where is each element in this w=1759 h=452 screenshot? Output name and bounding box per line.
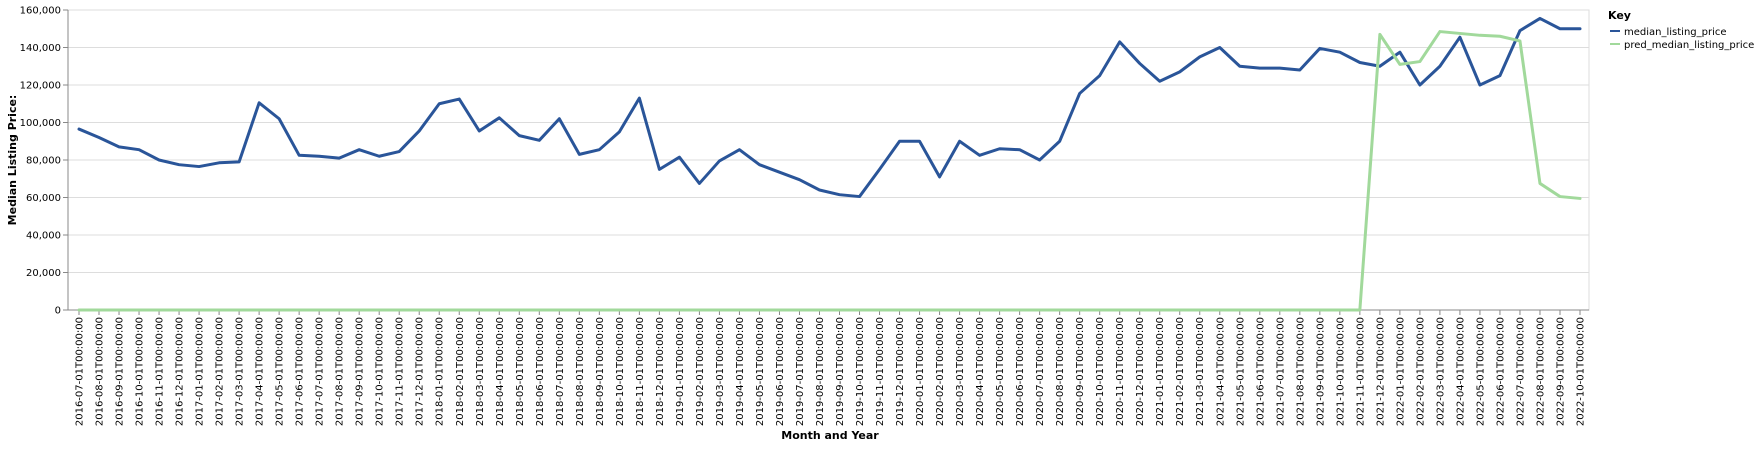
y-tick-label: 80,000	[26, 156, 61, 167]
x-tick-label: 2016-07-01T00:00:00	[75, 317, 86, 426]
legend-label: pred_median_listing_price	[1624, 40, 1754, 51]
x-tick-label: 2018-03-01T00:00:00	[475, 317, 486, 426]
y-axis-title: Median Listing Price:	[6, 95, 19, 226]
x-tick-label: 2019-07-01T00:00:00	[795, 317, 806, 426]
x-axis-title: Month and Year	[781, 429, 879, 442]
x-tick-label: 2017-03-01T00:00:00	[235, 317, 246, 426]
y-tick-label: 100,000	[20, 118, 61, 129]
x-tick-label: 2019-09-01T00:00:00	[835, 317, 846, 426]
x-tick-label: 2019-10-01T00:00:00	[855, 317, 866, 426]
x-tick-label: 2017-11-01T00:00:00	[395, 317, 406, 426]
legend-items: median_listing_price pred_median_listing_…	[1610, 27, 1754, 51]
series-lines	[77, 16, 1582, 312]
series-line-median-listing-price	[77, 16, 1582, 199]
x-tick-label: 2021-09-01T00:00:00	[1315, 317, 1326, 426]
x-tick-label: 2022-07-01T00:00:00	[1515, 317, 1526, 426]
y-tick-label: 60,000	[26, 193, 61, 204]
y-tick-label: 140,000	[20, 43, 61, 54]
x-tick-label: 2022-06-01T00:00:00	[1495, 317, 1506, 426]
x-tick-label: 2020-03-01T00:00:00	[955, 317, 966, 426]
x-tick-label: 2020-09-01T00:00:00	[1075, 317, 1086, 426]
x-tick-label: 2017-10-01T00:00:00	[375, 317, 386, 426]
x-tick-label: 2020-01-01T00:00:00	[915, 317, 926, 426]
x-tick-label: 2021-02-01T00:00:00	[1175, 317, 1186, 426]
x-tick-label: 2017-12-01T00:00:00	[415, 317, 426, 426]
x-tick-label: 2020-08-01T00:00:00	[1055, 317, 1066, 426]
x-tick-label: 2021-06-01T00:00:00	[1255, 317, 1266, 426]
x-tick-label: 2017-02-01T00:00:00	[215, 317, 226, 426]
x-tick-label: 2016-12-01T00:00:00	[175, 317, 186, 426]
x-tick-label: 2020-12-01T00:00:00	[1135, 317, 1146, 426]
x-tick-label: 2018-09-01T00:00:00	[595, 317, 606, 426]
x-tick-label: 2021-05-01T00:00:00	[1235, 317, 1246, 426]
x-tick-label: 2022-10-01T00:00:00	[1576, 317, 1587, 426]
x-tick-label: 2019-03-01T00:00:00	[715, 317, 726, 426]
x-tick-label: 2021-03-01T00:00:00	[1195, 317, 1206, 426]
x-tick-label: 2018-01-01T00:00:00	[435, 317, 446, 426]
x-tick-label: 2021-12-01T00:00:00	[1375, 317, 1386, 426]
legend-title: Key	[1608, 9, 1631, 22]
x-tick-label: 2017-04-01T00:00:00	[255, 317, 266, 426]
x-tick-label: 2018-08-01T00:00:00	[575, 317, 586, 426]
x-tick-label: 2019-06-01T00:00:00	[775, 317, 786, 426]
x-tick-label: 2020-10-01T00:00:00	[1095, 317, 1106, 426]
x-tick-label: 2020-07-01T00:00:00	[1035, 317, 1046, 426]
x-tick-label: 2016-10-01T00:00:00	[135, 317, 146, 426]
x-tick-label: 2019-08-01T00:00:00	[815, 317, 826, 426]
x-tick-label: 2017-05-01T00:00:00	[275, 317, 286, 426]
x-tick-label: 2016-08-01T00:00:00	[95, 317, 106, 426]
x-tick-label: 2020-11-01T00:00:00	[1115, 317, 1126, 426]
series-line-pred-median-listing-price	[77, 30, 1582, 312]
x-tick-label: 2018-05-01T00:00:00	[515, 317, 526, 426]
x-tick-label: 2022-08-01T00:00:00	[1535, 317, 1546, 426]
y-tick-label: 120,000	[20, 81, 61, 92]
x-tick-label: 2020-05-01T00:00:00	[995, 317, 1006, 426]
x-tick-label: 2017-09-01T00:00:00	[355, 317, 366, 426]
y-tick-label: 0	[55, 306, 61, 317]
x-tick-label: 2018-06-01T00:00:00	[535, 317, 546, 426]
x-tick-label: 2017-08-01T00:00:00	[335, 317, 346, 426]
x-tick-label: 2022-03-01T00:00:00	[1435, 317, 1446, 426]
x-tick-label: 2018-07-01T00:00:00	[555, 317, 566, 426]
x-tick-label: 2020-04-01T00:00:00	[975, 317, 986, 426]
x-tick-label: 2018-02-01T00:00:00	[455, 317, 466, 426]
x-tick-label: 2022-01-01T00:00:00	[1395, 317, 1406, 426]
x-tick-label: 2017-07-01T00:00:00	[315, 317, 326, 426]
legend-label: median_listing_price	[1624, 27, 1727, 38]
x-tick-label: 2021-11-01T00:00:00	[1355, 317, 1366, 426]
x-tick-label: 2019-04-01T00:00:00	[735, 317, 746, 426]
x-tick-label: 2020-06-01T00:00:00	[1015, 317, 1026, 426]
x-tick-label: 2017-01-01T00:00:00	[195, 317, 206, 426]
x-tick-label: 2019-01-01T00:00:00	[675, 317, 686, 426]
x-tick-label: 2021-08-01T00:00:00	[1295, 317, 1306, 426]
x-tick-label: 2019-05-01T00:00:00	[755, 317, 766, 426]
x-tick-label: 2021-01-01T00:00:00	[1155, 317, 1166, 426]
y-tick-label: 40,000	[26, 231, 61, 242]
x-tick-label: 2016-09-01T00:00:00	[115, 317, 126, 426]
x-tick-label: 2022-02-01T00:00:00	[1415, 317, 1426, 426]
gridlines	[67, 9, 1590, 311]
y-tick-label: 160,000	[20, 6, 61, 17]
x-tick-label: 2018-04-01T00:00:00	[495, 317, 506, 426]
x-tick-label: 2019-11-01T00:00:00	[875, 317, 886, 426]
axes: 0 20,000 40,000 60,000 80,000 100,000 120,000 1…	[20, 6, 1589, 426]
x-tick-label: 2021-04-01T00:00:00	[1215, 317, 1226, 426]
x-tick-label: 2018-12-01T00:00:00	[655, 317, 666, 426]
x-tick-label: 2021-07-01T00:00:00	[1275, 317, 1286, 426]
x-tick-label: 2019-02-01T00:00:00	[695, 317, 706, 426]
x-tick-label: 2020-02-01T00:00:00	[935, 317, 946, 426]
x-tick-label: 2016-11-01T00:00:00	[155, 317, 166, 426]
x-tick-label: 2022-05-01T00:00:00	[1475, 317, 1486, 426]
x-tick-label: 2018-10-01T00:00:00	[615, 317, 626, 426]
x-tick-label: 2022-04-01T00:00:00	[1455, 317, 1466, 426]
x-tick-label: 2022-09-01T00:00:00	[1555, 317, 1566, 426]
x-tick-label: 2017-06-01T00:00:00	[295, 317, 306, 426]
legend: Key median_listing_price pred_median_list…	[1608, 9, 1754, 51]
x-tick-label: 2019-12-01T00:00:00	[895, 317, 906, 426]
x-tick-label: 2021-10-01T00:00:00	[1335, 317, 1346, 426]
x-tick-label: 2018-11-01T00:00:00	[635, 317, 646, 426]
y-tick-label: 20,000	[26, 268, 61, 279]
